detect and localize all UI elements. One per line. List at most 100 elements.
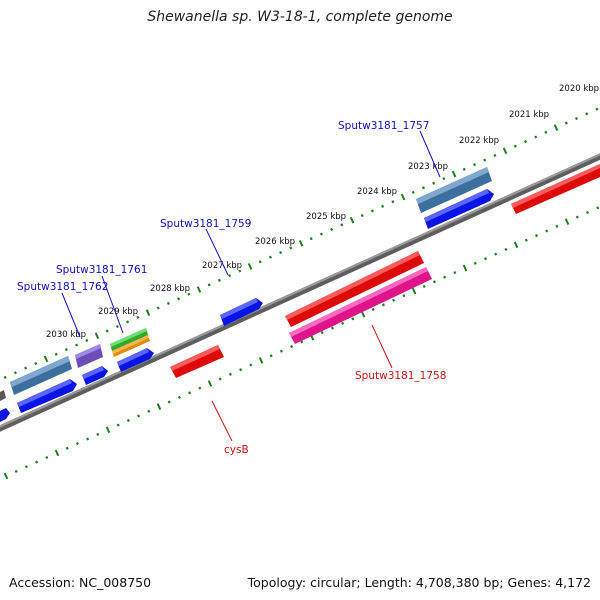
outer-ring-dot [217,278,221,282]
cds-arrow-highlight [82,366,104,379]
gene-label-sputw3181-1762[interactable]: Sputw3181_1762 [17,281,108,293]
gene-label-sputw3181-1757[interactable]: Sputw3181_1757 [338,120,429,132]
inner-ring-dot [545,229,549,233]
outer-ring-dot [585,112,589,116]
outer-ring-dot [381,204,385,208]
outer-ring-major-tick [196,286,202,293]
outer-ring-major-tick [553,124,559,132]
outer-ring-dot [177,297,181,301]
outer-ring-dot [228,274,232,278]
gene-feature-highlight [75,344,101,359]
inner-ring-dot [290,345,294,349]
outer-ring-dot [330,227,334,231]
inner-ring-dot [555,224,559,228]
tick-label-2021: 2021 kbp [509,110,549,120]
outer-ring-dot [136,315,140,319]
inner-ring-major-tick [207,380,213,387]
outer-ring-dot [268,255,272,259]
inner-ring-major-tick [3,472,9,480]
cds-arrow[interactable] [117,348,154,372]
outer-ring-dot [370,209,374,213]
cds-arrow[interactable] [424,189,494,229]
inner-ring-dot [14,469,18,473]
outer-ring-dot [411,190,415,194]
inner-ring-dot [351,317,355,321]
inner-ring-dot [432,280,436,284]
inner-ring-dot [45,455,49,460]
inner-ring-dot [371,308,375,312]
inner-ring-major-tick [105,426,111,434]
outer-ring-dot [432,181,436,185]
gene-label-sputw3181-1759[interactable]: Sputw3181_1759 [160,218,251,230]
inner-ring-dot [453,271,457,275]
outer-ring-dot [421,186,425,190]
gene-feature-highlight [285,251,420,320]
gene-label-cysB[interactable]: cysB [224,444,249,456]
tick-label-2028: 2028 kbp [150,284,190,294]
cds-arrow[interactable] [0,408,10,422]
tick-label-2025: 2025 kbp [306,212,346,222]
cds-arrow-highlight [17,379,72,407]
inner-ring-dot [392,298,396,302]
tick-label-2022: 2022 kbp [459,136,499,146]
reverse-strand-features [170,164,600,378]
topology-text: Topology: circular; Length: 4,708,380 bp… [247,575,591,590]
outer-ring-dot [493,153,497,157]
tick-label-2029: 2029 kbp [98,307,138,317]
gene-feature-edge [0,390,6,401]
inner-ring-dot [116,423,120,427]
outer-ring-dot [54,352,58,356]
inner-ring-dot [585,210,590,215]
connector-cysB [211,400,233,442]
gene-label-sputw3181-1761[interactable]: Sputw3181_1761 [56,264,147,276]
outer-ring-major-tick [400,193,406,201]
inner-ring-dot [75,442,79,446]
outer-ring-dot [75,343,79,347]
outer-ring-dot [115,324,119,329]
outer-ring-dot [319,232,323,236]
outer-ring-dot [472,163,477,167]
tick-label-2023: 2023 kbp [408,162,448,172]
inner-ring-major-tick [513,241,519,249]
outer-ring-dot [24,366,28,370]
outer-ring-dot [391,200,395,204]
outer-ring-dot [340,223,344,227]
forward-strand-features [0,167,494,422]
outer-ring-dot [279,251,283,255]
outer-ring-dot [258,260,262,264]
outer-ring-major-tick [247,263,253,270]
inner-ring-dot [218,377,222,381]
inner-ring-dot [198,386,202,390]
inner-ring-dot [96,432,100,436]
outer-ring-dot [309,237,313,241]
outer-ring-dot [523,140,528,144]
outer-ring-dot [483,158,487,162]
gene-feature-highlight [416,167,489,204]
outer-ring-major-tick [349,216,355,224]
gene-feature-highlight [170,345,220,371]
outer-ring-major-tick [298,239,304,247]
inner-ring-dot [504,247,508,251]
gene-label-sputw3181-1758[interactable]: Sputw3181_1758 [355,370,446,382]
inner-ring-dot [483,257,488,261]
outer-ring-dot [85,338,89,342]
cds-arrow-highlight [117,348,149,366]
cds-arrow[interactable] [220,298,263,326]
outer-ring-dot [3,375,7,379]
inner-ring-dot [65,446,69,450]
inner-ring-dot [443,275,447,279]
inner-ring-dot [177,395,181,399]
outer-ring-major-tick [502,147,508,155]
gene-labels: Sputw3181_1757 Sputw3181_1759 Sputw3181_… [17,120,446,456]
outer-ring-dot [564,121,568,125]
map-title: Shewanella sp. W3-18-1, complete genome [147,9,453,25]
inner-ring-major-tick [360,310,366,318]
inner-ring-dot [402,294,406,298]
outer-ring-dot [166,301,170,305]
outer-ring-major-tick [451,170,457,178]
outer-dotted-ring [3,107,599,379]
inner-ring-dot [239,368,243,372]
inner-ring-dot [300,340,304,344]
outer-ring-dot [126,320,130,324]
